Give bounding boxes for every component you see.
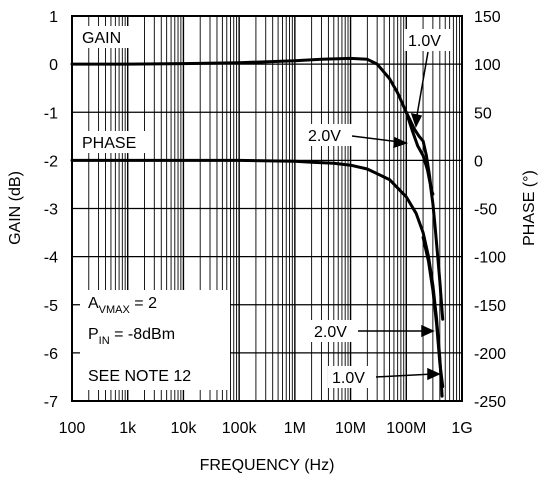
left-tick-labels: 1 0 -1 -2 -3 -4 -5 -6 -7 [44, 9, 58, 411]
v1-bottom-bg [328, 366, 376, 388]
gain-label: GAIN [82, 30, 121, 47]
left-tick-label: -5 [44, 298, 58, 315]
condition-avmax-subscript: VMAX [99, 304, 131, 316]
left-tick-label: -1 [44, 105, 58, 122]
annotations: GAIN PHASE 1.0V 2.0V 2.0V 1.0V AVMAX = 2… [78, 26, 452, 390]
v1-bottom-label: 1.0V [332, 370, 365, 387]
left-tick-label: -6 [44, 346, 58, 363]
right-tick-label: -50 [474, 202, 497, 219]
x-tick-label: 100k [222, 420, 258, 437]
condition-avmax: AVMAX = 2 [88, 295, 157, 316]
arrow-v1-bottom-head [427, 367, 441, 381]
left-tick-label: 0 [49, 57, 58, 74]
right-tick-label: -250 [474, 394, 506, 411]
arrow-v1-bottom-line [375, 373, 434, 378]
x-tick-label: 1k [119, 420, 137, 437]
right-tick-label: 150 [474, 9, 501, 26]
condition-pin-value: = -8dBm [110, 326, 175, 343]
left-axis-label: GAIN (dB) [7, 171, 24, 245]
right-tick-label: 0 [474, 153, 483, 170]
x-tick-label: 1M [284, 420, 306, 437]
plot-frame [71, 15, 463, 402]
right-tick-label: 100 [474, 57, 501, 74]
gain-curve-2 [404, 110, 435, 196]
left-tick-label: 1 [49, 9, 58, 26]
phase-curve-2 [421, 235, 445, 389]
right-tick-labels: 150 100 50 0 -50 -100 -150 -200 -250 [474, 9, 506, 411]
gain-label-bg [78, 26, 132, 48]
arrow-v2-top-line [351, 135, 401, 143]
v2-bottom-bg [310, 320, 358, 342]
right-axis-label: PHASE (°) [521, 170, 538, 246]
left-tick-label: -3 [44, 202, 58, 219]
right-tick-label: -200 [474, 346, 506, 363]
arrow-v1-top-line [415, 51, 429, 122]
v1-top-label: 1.0V [408, 33, 441, 50]
x-tick-label: 10M [335, 420, 366, 437]
right-tick-label: -150 [474, 298, 506, 315]
annotation-arrows [351, 51, 441, 381]
condition-pin-subscript: IN [99, 335, 110, 347]
x-tick-labels: 100 1k 10k 100k 1M 10M 100M 1G [59, 420, 473, 437]
right-tick-label: -100 [474, 250, 506, 267]
left-tick-label: -4 [44, 250, 58, 267]
x-tick-label: 10k [171, 420, 198, 437]
phase-label-bg [78, 131, 152, 153]
condition-pin: PIN = -8dBm [88, 326, 175, 347]
see-note: SEE NOTE 12 [88, 368, 191, 385]
v1-top-bg [404, 29, 452, 51]
x-tick-label: 100M [386, 420, 426, 437]
arrow-v2-top-head [393, 136, 409, 149]
arrow-v2-bottom-head [421, 324, 435, 338]
x-axis-label: FREQUENCY (Hz) [200, 457, 335, 474]
v2-bottom-label: 2.0V [314, 324, 347, 341]
phase-label: PHASE [82, 135, 136, 152]
left-tick-label: -2 [44, 153, 58, 170]
right-tick-label: 50 [474, 105, 492, 122]
left-tick-label: -7 [44, 394, 58, 411]
x-tick-label: 100 [59, 420, 86, 437]
v2-top-label: 2.0V [308, 128, 341, 145]
condition-avmax-symbol: A [88, 295, 99, 312]
v2-top-bg [304, 124, 352, 146]
condition-avmax-value: = 2 [130, 295, 157, 312]
conditions-bg [80, 290, 230, 390]
arrow-v1-top-head [410, 112, 423, 128]
curves [70, 56, 445, 398]
x-tick-label: 1G [451, 420, 472, 437]
condition-pin-symbol: P [88, 326, 99, 343]
